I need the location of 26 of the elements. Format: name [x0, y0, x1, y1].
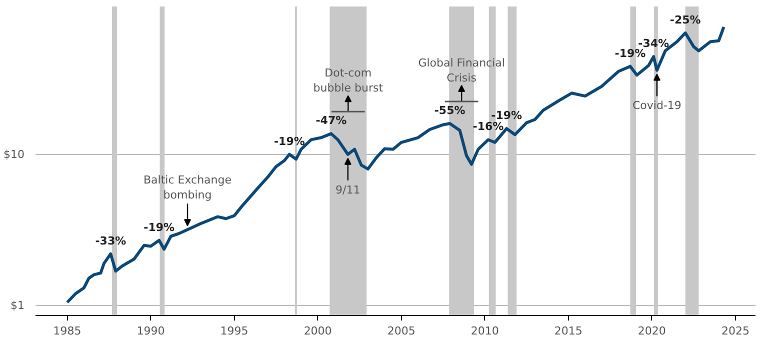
x-tick-label: 1990: [136, 324, 165, 338]
y-tick-label: $10: [4, 148, 25, 161]
x-tick-label: 2000: [304, 324, 332, 338]
x-tick-label: 2020: [638, 324, 666, 338]
x-tick-label: 1985: [53, 324, 82, 338]
x-tick-label: 2005: [387, 324, 416, 338]
annotation: -33%: [95, 234, 126, 248]
annotation: -19%: [274, 134, 305, 148]
x-tick-label: 1995: [220, 324, 248, 338]
x-tick-label: 2025: [721, 324, 750, 338]
annotation: Covid-19: [632, 99, 682, 112]
line-series: [66, 26, 726, 304]
annotation: Dot-com bubble burst: [313, 66, 384, 95]
annotation: -19%: [614, 46, 646, 60]
annotation: Global Financial Crisis: [418, 56, 505, 84]
annotation: -16%: [472, 120, 504, 134]
annotation: -19%: [144, 220, 175, 234]
annotation: Baltic Exchange bombing: [144, 174, 232, 202]
annotation: -19%: [491, 109, 522, 122]
x-tick-label: 2015: [554, 324, 582, 338]
annotation: -47%: [316, 114, 347, 128]
y-tick-label: $1: [10, 299, 25, 312]
annotation: -25%: [670, 13, 701, 26]
annotation: -55%: [434, 104, 466, 117]
x-tick-label: 2010: [470, 324, 499, 338]
annotation: 9/11: [336, 183, 360, 196]
